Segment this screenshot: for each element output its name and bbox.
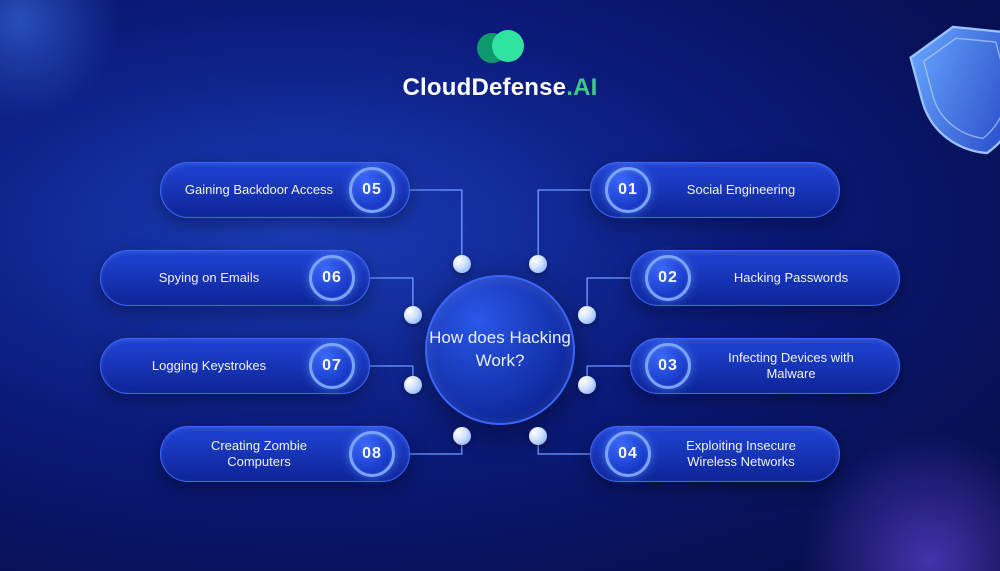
- pill-04-label: Exploiting Insecure Wireless Networks: [657, 438, 825, 471]
- spoke-node: [404, 376, 422, 394]
- pill-01-number: 01: [605, 167, 651, 213]
- pill-05-number: 05: [349, 167, 395, 213]
- spoke-node: [529, 427, 547, 445]
- pill-07: 07 Logging Keystrokes: [100, 338, 370, 394]
- pill-01-label: Social Engineering: [657, 182, 825, 198]
- pill-04-number: 04: [605, 431, 651, 477]
- pill-08-label: Creating Zombie Computers: [175, 438, 343, 471]
- center-hub: How does Hacking Work?: [425, 275, 575, 425]
- pill-04: 04Exploiting Insecure Wireless Networks: [590, 426, 840, 482]
- pill-02: 02 Hacking Passwords: [630, 250, 900, 306]
- pill-06-label: Spying on Emails: [115, 270, 303, 286]
- pill-08-number: 08: [349, 431, 395, 477]
- header: CloudDefense.AI: [0, 28, 1000, 102]
- pill-08: 08Creating Zombie Computers: [160, 426, 410, 482]
- pill-06: 06 Spying on Emails: [100, 250, 370, 306]
- spoke-node: [578, 306, 596, 324]
- hub-text: How does Hacking Work?: [427, 327, 573, 373]
- spoke-node: [578, 376, 596, 394]
- pill-07-number: 07: [309, 343, 355, 389]
- brand-text: CloudDefense.AI: [0, 74, 1000, 102]
- brand-main: CloudDefense: [402, 74, 566, 101]
- pill-02-label: Hacking Passwords: [697, 270, 885, 286]
- pill-05-label: Gaining Backdoor Access: [175, 182, 343, 198]
- pill-06-number: 06: [309, 255, 355, 301]
- pill-03: 03Infecting Devices with Malware: [630, 338, 900, 394]
- pill-02-number: 02: [645, 255, 691, 301]
- pill-03-label: Infecting Devices with Malware: [697, 350, 885, 383]
- pill-01: 01 Social Engineering: [590, 162, 840, 218]
- spoke-node: [453, 255, 471, 273]
- spoke-node: [404, 306, 422, 324]
- spoke-node: [529, 255, 547, 273]
- spoke-node: [453, 427, 471, 445]
- logo-icon: [472, 28, 528, 66]
- pill-03-number: 03: [645, 343, 691, 389]
- brand-suffix: .AI: [566, 74, 597, 101]
- pill-07-label: Logging Keystrokes: [115, 358, 303, 374]
- logo-right-circle: [492, 30, 524, 62]
- pill-05: 05 Gaining Backdoor Access: [160, 162, 410, 218]
